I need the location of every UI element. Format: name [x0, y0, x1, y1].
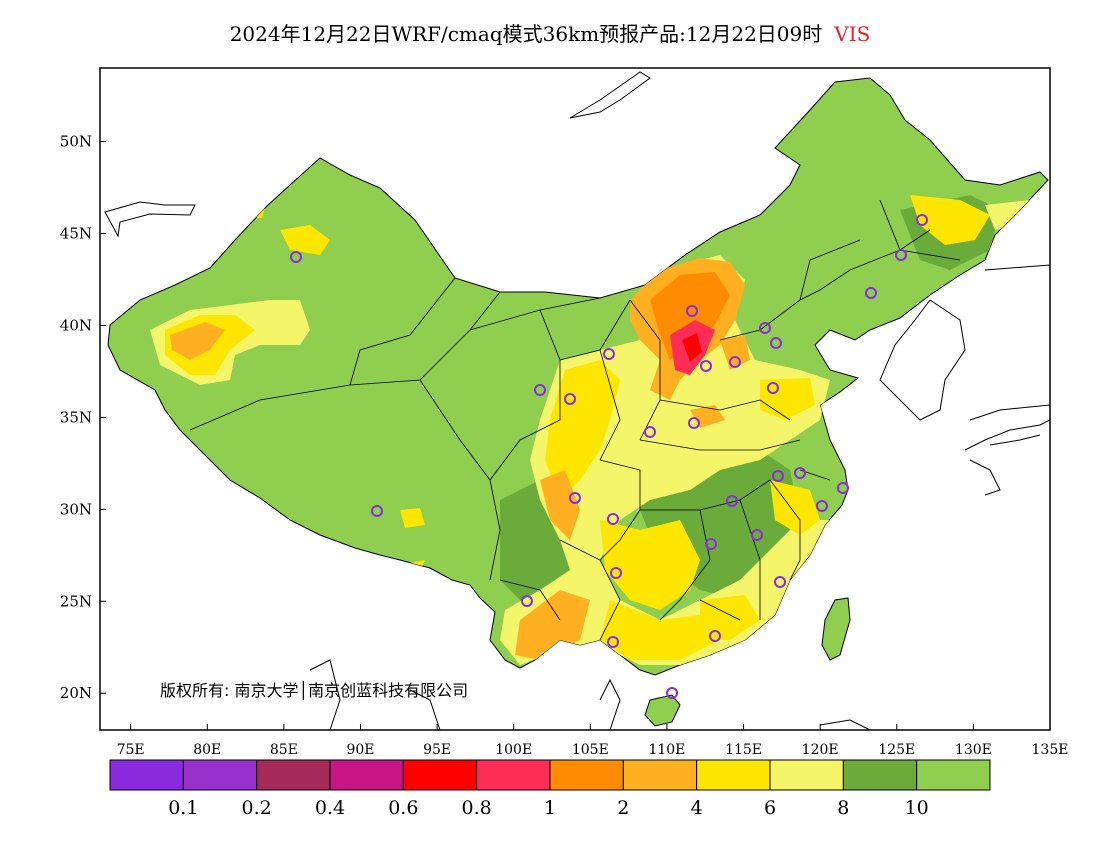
visibility-field: [150, 195, 1030, 665]
colorbar-swatch: [402, 759, 478, 791]
title-main: 2024年12月22日WRF/cmaq模式36km预报产品:12月22日09时: [229, 22, 823, 46]
colorbar-label: 8: [837, 797, 849, 819]
colorbar-swatch: [109, 759, 184, 791]
lon-label: 100E: [495, 742, 532, 758]
colorbar-labels: 0.1 0.2 0.4 0.6 0.8 1 2 4 6 8 10: [168, 797, 929, 819]
lon-label: 135E: [1032, 742, 1069, 758]
longitude-axis: 75E 80E 85E 90E 95E 100E 105E 110E 115E 120E 125E 1…: [117, 724, 1069, 758]
title-variable: VIS: [834, 22, 871, 46]
lon-label: 85E: [270, 742, 298, 758]
colorbar-swatch: [182, 759, 258, 791]
colorbar-swatch: [842, 759, 918, 791]
lon-label: 130E: [955, 742, 992, 758]
latitude-axis: 50N 45N 40N 35N 30N 25N 20N: [60, 133, 106, 702]
lon-label: 125E: [878, 742, 915, 758]
lat-label: 50N: [60, 133, 92, 151]
lon-label: 75E: [117, 742, 145, 758]
lon-label: 90E: [346, 742, 374, 758]
lat-label: 40N: [60, 316, 92, 334]
colorbar-label: 0.8: [462, 797, 492, 819]
colorbar-label: 10: [905, 797, 929, 819]
colorbar-label: 0.4: [315, 797, 345, 819]
colorbar-swatch: [696, 759, 771, 791]
colorbar-label: 6: [764, 797, 776, 819]
copyright-text: 版权所有: 南京大学│南京创蓝科技有限公司: [160, 680, 468, 700]
lon-label: 80E: [193, 742, 221, 758]
colorbar-swatch: [476, 759, 551, 791]
taiwan: [821, 597, 851, 661]
city-markers: [290, 214, 928, 699]
hainan: [644, 694, 681, 727]
colorbar-label: 0.6: [388, 797, 418, 819]
colorbar-swatch: [769, 759, 844, 791]
lat-label: 35N: [60, 408, 92, 426]
colorbar-swatch: [916, 759, 991, 791]
colorbar-label: 1: [544, 797, 556, 819]
lon-label: 95E: [423, 742, 451, 758]
lat-label: 30N: [60, 500, 92, 518]
colorbar-label: 4: [691, 797, 703, 819]
lat-label: 20N: [60, 684, 92, 702]
lon-label: 120E: [802, 742, 839, 758]
colorbar-swatch: [622, 759, 698, 791]
lon-label: 105E: [572, 742, 609, 758]
colorbar-label: 0.1: [168, 797, 198, 819]
colorbar-label: 2: [617, 797, 629, 819]
colorbar-swatch: [329, 759, 404, 791]
lon-label: 110E: [648, 742, 685, 758]
colorbar-swatch: [256, 759, 331, 791]
lat-label: 25N: [60, 592, 92, 610]
map-title: 2024年12月22日WRF/cmaq模式36km预报产品:12月22日09时 V…: [0, 18, 1100, 47]
colorbar-label: 0.2: [242, 797, 272, 819]
colorbar: [109, 759, 991, 791]
lat-label: 45N: [60, 225, 92, 243]
colorbar-swatch: [549, 759, 624, 791]
coastlines: [104, 71, 1050, 730]
lon-label: 115E: [725, 742, 762, 758]
